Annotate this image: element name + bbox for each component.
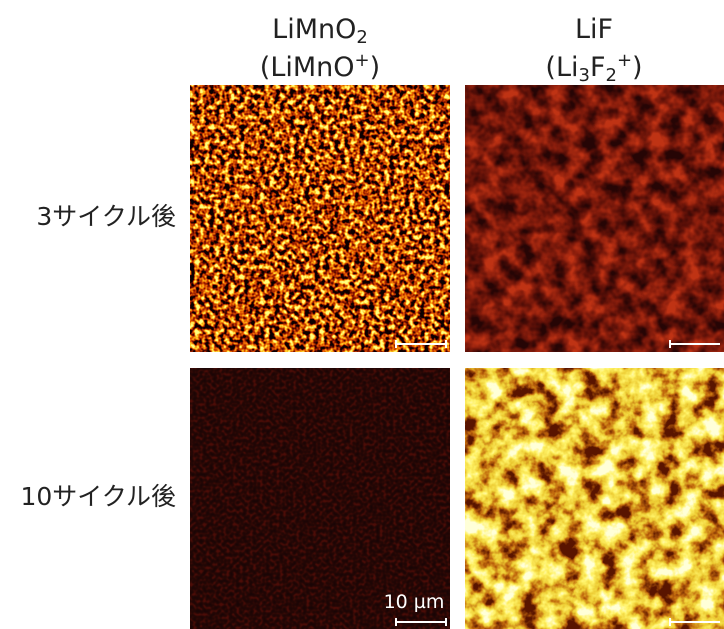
text-segment: F — [590, 52, 606, 83]
text-segment: ) — [632, 52, 643, 83]
column-ion: (LiMnO+) — [260, 50, 380, 83]
column-title: LiMnO2 — [272, 14, 368, 48]
image-panel — [465, 368, 724, 629]
text-segment: ) — [370, 52, 381, 83]
text-segment: + — [617, 50, 632, 71]
text-segment: LiF — [575, 14, 613, 45]
text-segment: 3 — [579, 65, 590, 86]
column-ion: (Li3F2+) — [545, 50, 642, 86]
image-panel — [190, 368, 450, 629]
text-segment: (Li — [545, 52, 578, 83]
row-label: 10サイクル後 — [20, 482, 176, 511]
scale-label: 10 µm — [384, 591, 445, 613]
image-panel — [465, 85, 724, 352]
text-segment: + — [355, 50, 370, 71]
text-segment: 2 — [356, 27, 367, 48]
column-title: LiF — [575, 14, 613, 45]
image-panel — [190, 85, 450, 352]
text-segment: 2 — [605, 65, 616, 86]
figure: 10 µm 3サイクル後 10サイクル後 LiMnO2(LiMnO+)LiF(L… — [0, 0, 724, 629]
row-label: 3サイクル後 — [36, 202, 176, 231]
text-segment: LiMnO — [272, 14, 356, 45]
text-segment: (LiMnO — [260, 52, 355, 83]
